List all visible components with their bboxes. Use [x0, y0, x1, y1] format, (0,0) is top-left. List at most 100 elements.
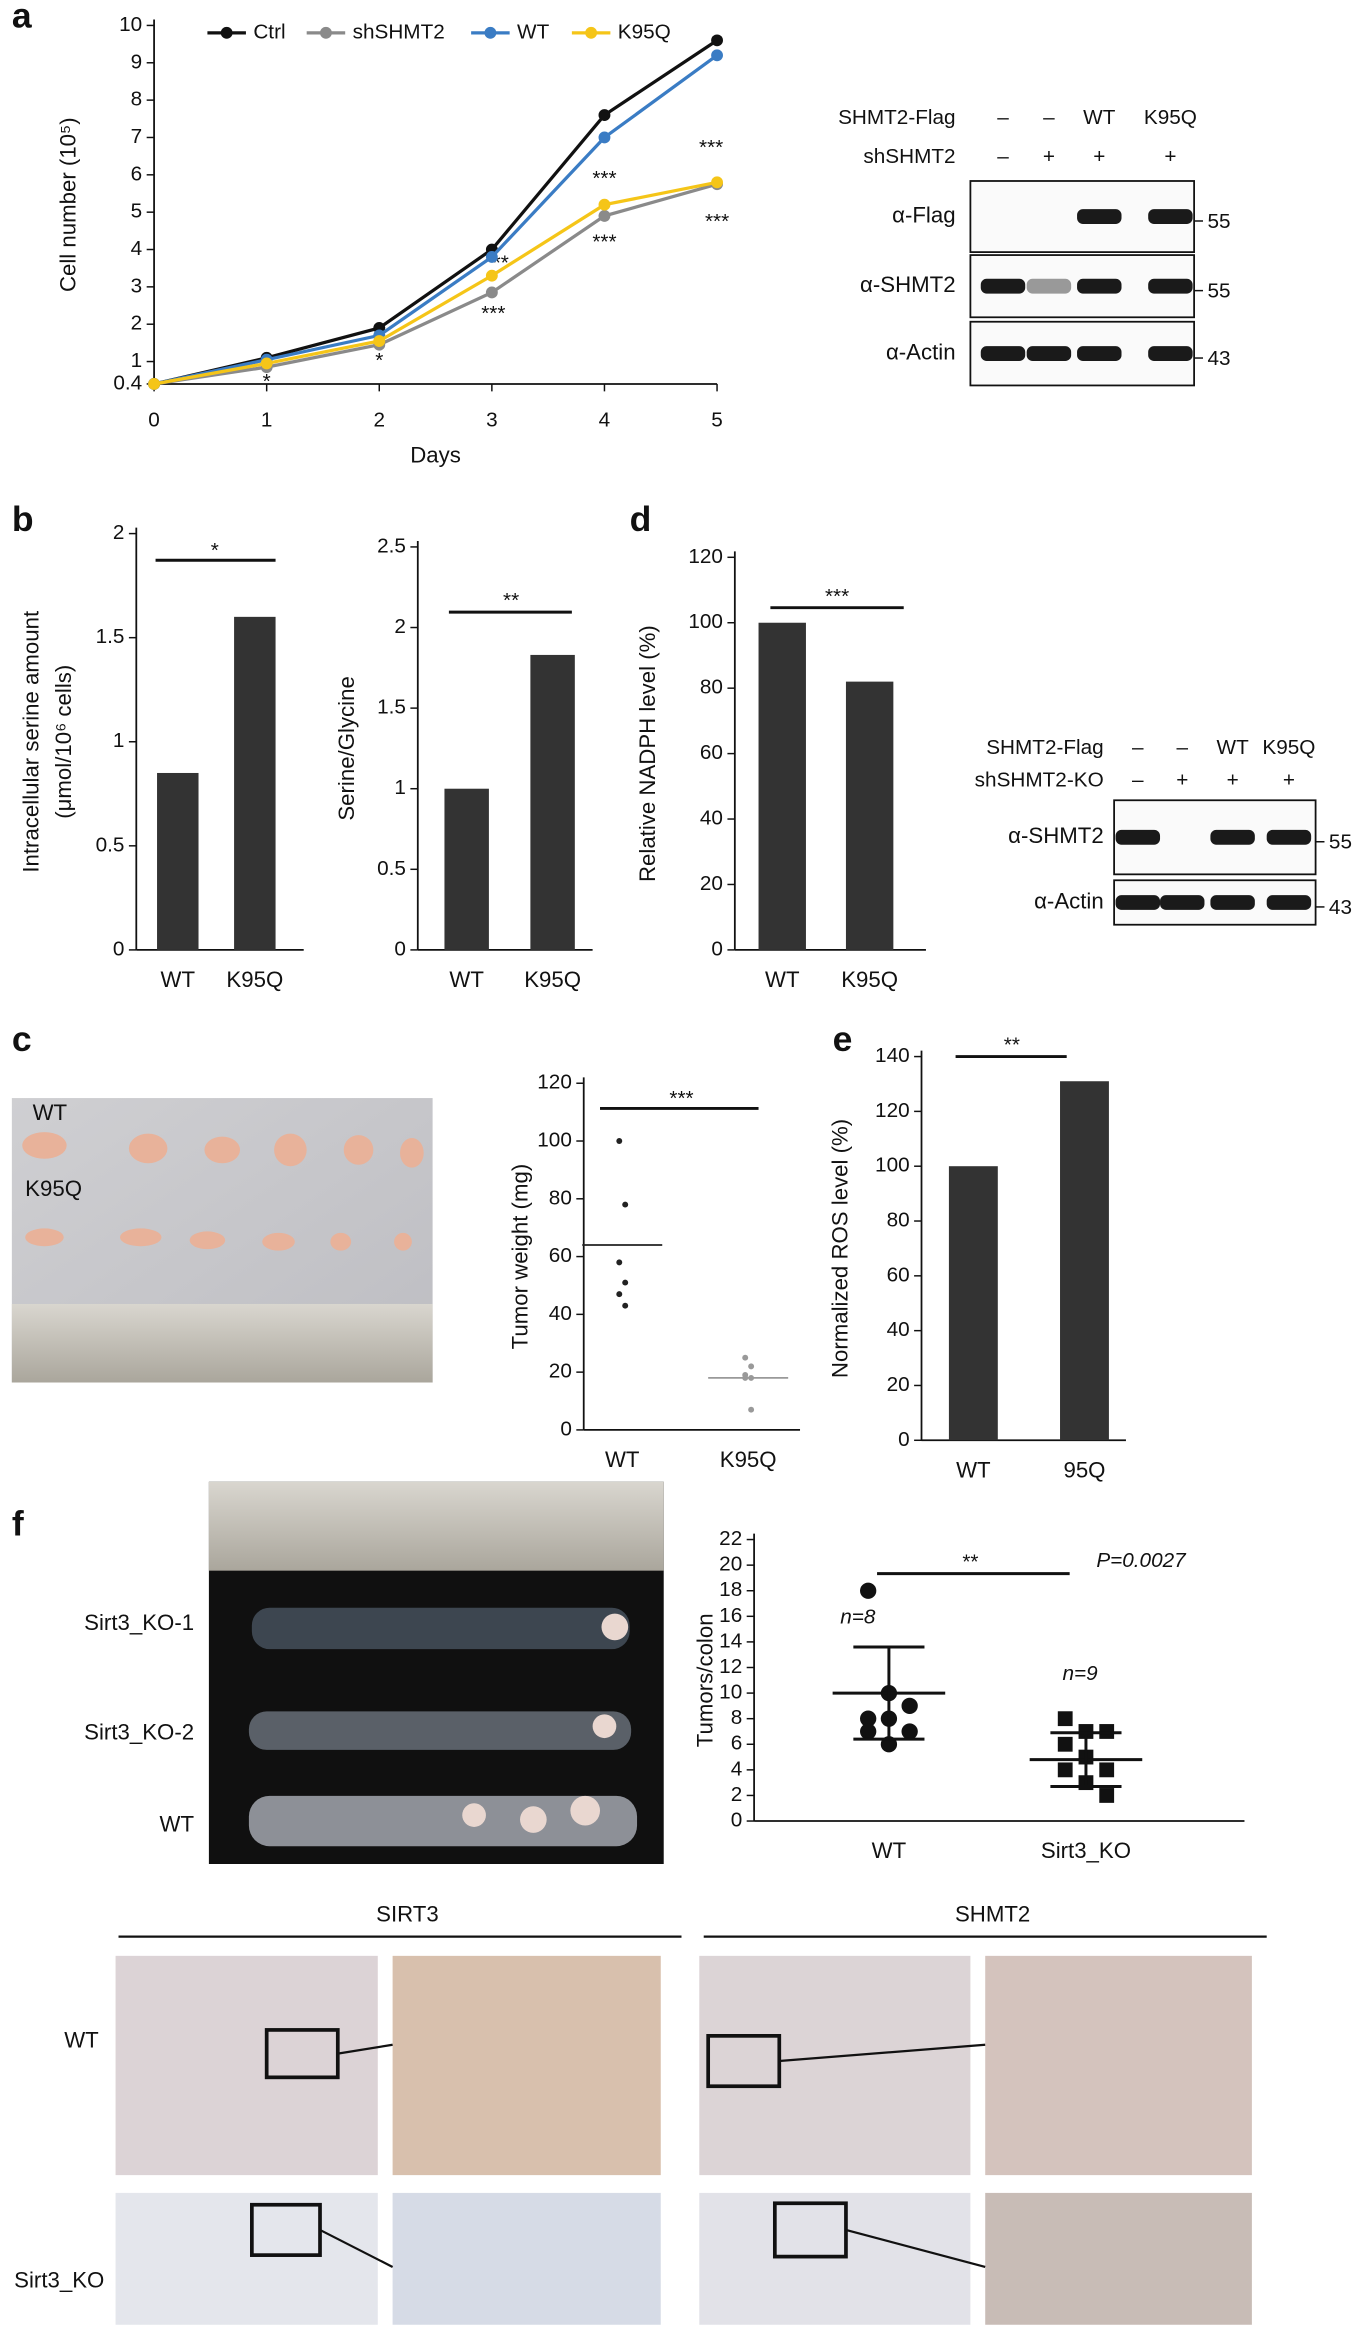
blot-band — [1077, 278, 1122, 294]
y-tick-label: 120 — [688, 545, 723, 568]
x-tick-label: 2 — [373, 408, 385, 431]
lane-label: – — [1176, 736, 1188, 759]
x-tick-label: 4 — [599, 408, 611, 431]
point — [485, 286, 498, 299]
x-tick-label: 0 — [148, 408, 160, 431]
point — [1057, 1762, 1073, 1778]
y-tick-label: 60 — [549, 1244, 572, 1267]
blot-band — [1266, 895, 1312, 910]
annotation: ** — [1004, 1034, 1020, 1057]
y-tick-label: 20 — [549, 1360, 572, 1383]
x-tick-label: K95Q — [841, 967, 898, 992]
y-tick-label: 120 — [537, 1071, 572, 1094]
blot-band — [1210, 895, 1255, 910]
photo-label: Sirt3_KO-2 — [84, 1720, 194, 1745]
y-tick-label: 20 — [887, 1373, 910, 1396]
lane-label: + — [1043, 145, 1055, 168]
column-label: SHMT2 — [955, 1902, 1030, 1927]
point — [598, 209, 611, 222]
sd-bar — [853, 1645, 925, 1741]
x-tick-label: WT — [765, 967, 800, 992]
y-axis-label: Normalized ROS level (%) — [827, 1119, 852, 1378]
y-tick-label: 2 — [131, 312, 143, 335]
lane-label: – — [997, 106, 1009, 129]
point — [373, 335, 386, 347]
legend-marker — [585, 26, 598, 39]
y-tick-label: 0 — [113, 937, 125, 960]
legend-label: WT — [517, 20, 550, 43]
x-tick-label: K95Q — [226, 967, 283, 992]
photo-label: WT — [160, 1811, 195, 1836]
y-tick-label: 1 — [394, 776, 406, 799]
point — [616, 1259, 623, 1266]
annotation: P=0.0027 — [1096, 1549, 1187, 1572]
y-tick-label: 0.5 — [96, 833, 125, 856]
blot-row-label: α-Flag — [892, 202, 955, 227]
lane-label: + — [1176, 768, 1188, 791]
blot-band — [1077, 209, 1122, 224]
point — [711, 34, 723, 47]
point — [598, 109, 611, 121]
y-tick-label: 80 — [549, 1186, 572, 1209]
y-tick-label: 60 — [887, 1263, 910, 1286]
bar — [845, 681, 894, 950]
series-line — [153, 182, 718, 386]
point — [901, 1697, 918, 1715]
point — [860, 1710, 877, 1727]
y-tick-label: 1.5 — [377, 696, 406, 719]
x-tick-label: WT — [449, 967, 484, 992]
blot-row-label: α-Actin — [1034, 888, 1104, 913]
legend-marker — [320, 26, 332, 39]
y-tick-label: 80 — [700, 676, 723, 699]
y-tick-label: 100 — [537, 1129, 572, 1152]
photo-c — [11, 1098, 433, 1383]
y-tick-label: 12 — [719, 1655, 742, 1678]
y-tick-label: 5 — [131, 200, 143, 223]
panel-letter: b — [12, 499, 34, 539]
y-tick-label: 100 — [875, 1154, 910, 1177]
blot-band — [1210, 829, 1255, 845]
y-axis-label: (μmol/10⁶ cells) — [51, 665, 76, 819]
y-tick-label: 1 — [113, 729, 125, 752]
legend-marker — [484, 26, 497, 39]
blot-row-label: α-Actin — [886, 339, 956, 364]
point — [622, 1279, 629, 1286]
lane-label: + — [1093, 145, 1105, 168]
point — [1099, 1762, 1115, 1778]
lane-label: K95Q — [1262, 736, 1315, 759]
lane-label: – — [1043, 106, 1055, 129]
marker-label: 43 — [1329, 896, 1352, 919]
blot-band — [1077, 346, 1122, 361]
y-tick-label: 16 — [719, 1604, 742, 1627]
y-tick-label: 20 — [719, 1553, 742, 1576]
blot-header: SHMT2-Flag — [986, 736, 1104, 759]
blot-band — [1115, 829, 1161, 845]
y-axis-label: Serine/Glycine — [334, 676, 359, 821]
lane-label: WT — [1083, 106, 1116, 129]
bar — [234, 616, 276, 950]
lane-label: + — [1283, 768, 1295, 791]
point — [622, 1201, 629, 1208]
blot-band — [1115, 895, 1161, 910]
legend-marker — [220, 26, 233, 39]
annotation: * — [263, 370, 271, 393]
annotation: *** — [592, 231, 616, 254]
y-tick-label: 60 — [700, 741, 723, 764]
y-tick-label: 0 — [394, 937, 406, 960]
photo-label: Sirt3_KO-1 — [84, 1610, 194, 1635]
point — [711, 49, 723, 62]
y-tick-label: 6 — [131, 162, 143, 185]
x-tick-label: 5 — [711, 408, 723, 431]
y-tick-label: 7 — [131, 125, 143, 148]
marker-label: 43 — [1207, 347, 1230, 370]
y-tick-label: 100 — [688, 610, 723, 633]
bar — [157, 772, 199, 950]
annotation: ** — [503, 589, 519, 612]
sd-bar — [1050, 1731, 1122, 1788]
point — [860, 1723, 877, 1740]
y-tick-label: 1.5 — [96, 625, 125, 648]
x-tick-label: WT — [872, 1838, 907, 1863]
lane-label: K95Q — [1144, 106, 1197, 129]
point — [485, 251, 498, 263]
blot-header: SHMT2-Flag — [838, 106, 956, 129]
